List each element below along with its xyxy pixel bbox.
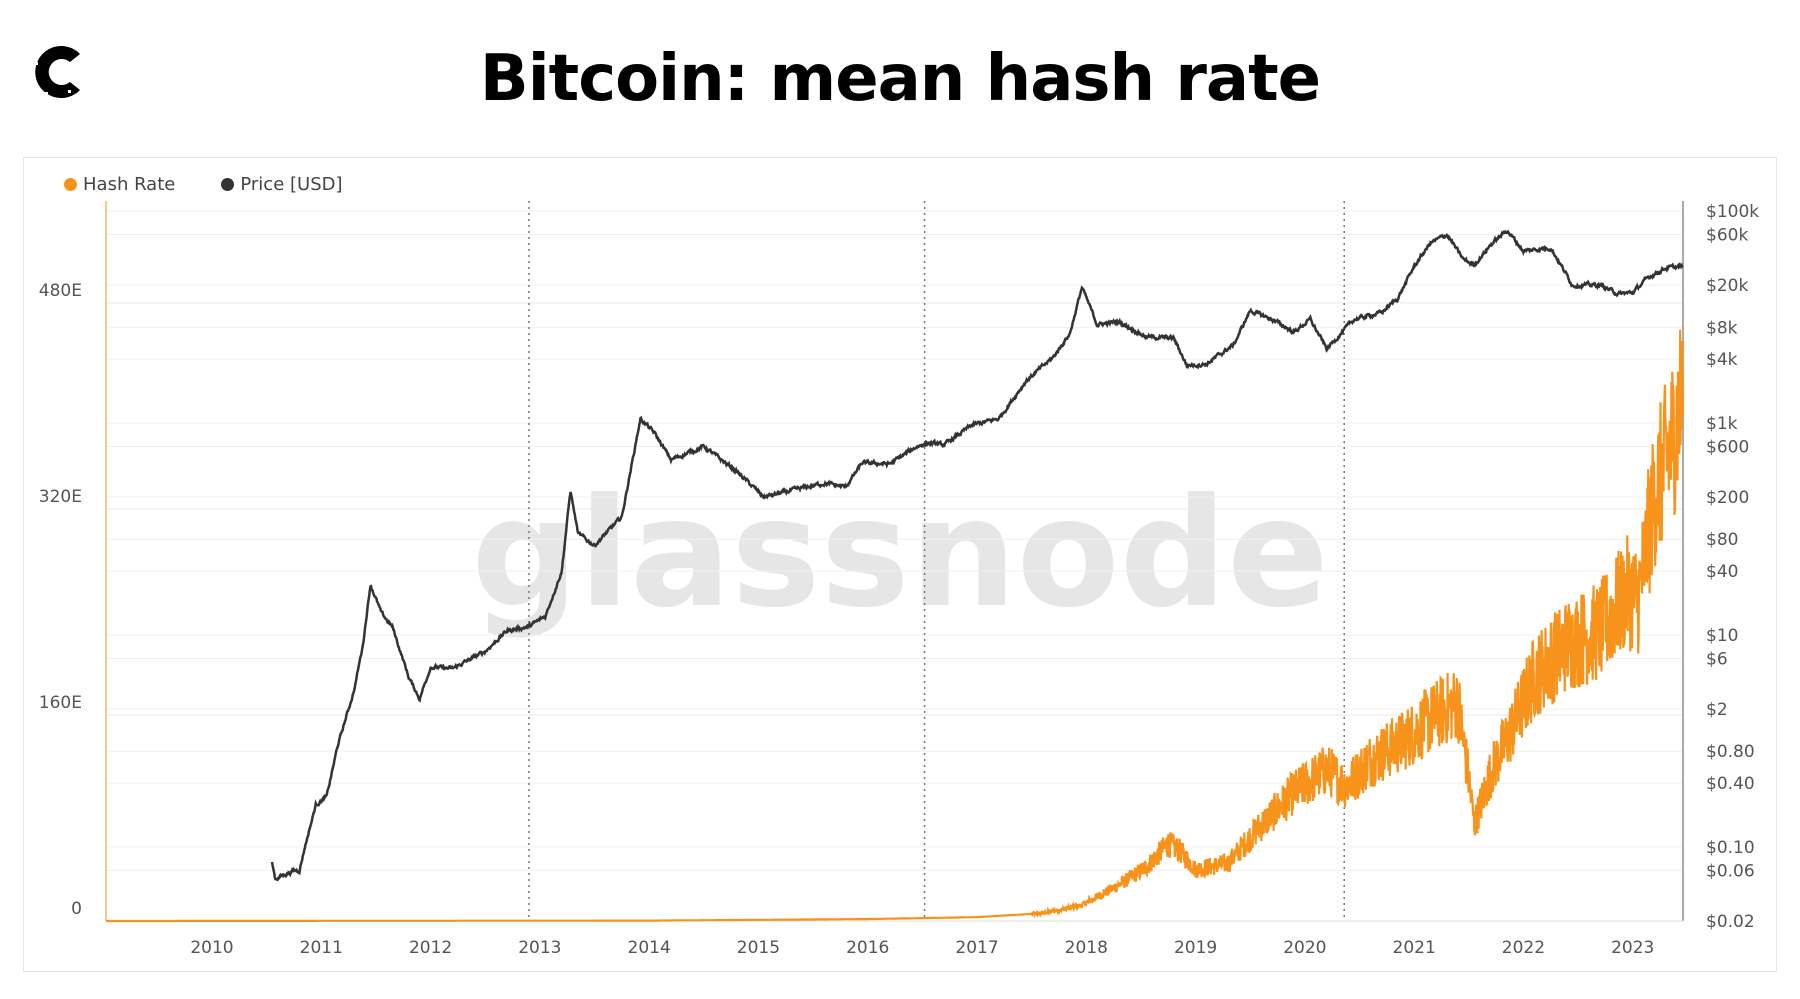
y-right-tick-label: $600 — [1706, 437, 1749, 457]
x-tick-label: 2018 — [1065, 938, 1108, 958]
page-title: Bitcoin: mean hash rate — [479, 42, 1321, 116]
y-right-tick-label: $1k — [1706, 414, 1738, 434]
y-right-tick-label: $0.06 — [1706, 861, 1755, 881]
legend-item-price[interactable]: Price [USD] — [221, 174, 343, 195]
x-tick-label: 2022 — [1502, 938, 1545, 958]
y-right-tick-label: $8k — [1706, 318, 1738, 338]
y-right-tick-label: $4k — [1706, 350, 1738, 370]
y-left-tick-label: 160E — [39, 693, 82, 713]
y-right-tick-label: $0.80 — [1706, 742, 1755, 762]
hash-rate-dot-icon — [64, 178, 77, 191]
chart-legend: Hash Rate Price [USD] — [64, 174, 343, 195]
y-left-tick-label: 0 — [71, 899, 82, 919]
y-right-tick-label: $200 — [1706, 488, 1749, 508]
x-tick-label: 2013 — [518, 938, 561, 958]
x-tick-label: 2015 — [737, 938, 780, 958]
x-tick-label: 2012 — [409, 938, 452, 958]
x-tick-label: 2023 — [1611, 938, 1654, 958]
y-right-tick-label: $10 — [1706, 626, 1738, 646]
x-tick-label: 2017 — [955, 938, 998, 958]
logo-icon — [35, 46, 80, 98]
price-dot-icon — [221, 178, 235, 191]
chart-panel — [23, 157, 1777, 972]
watermark: glassnode — [471, 467, 1329, 641]
price-line — [270, 229, 1684, 882]
y-right-tick-label: $2 — [1706, 700, 1728, 720]
legend-label: Hash Rate — [83, 174, 176, 195]
y-left-tick-label: 320E — [39, 487, 82, 507]
y-right-tick-label: $0.10 — [1706, 838, 1755, 858]
y-right-tick-label: $80 — [1706, 530, 1738, 550]
hash-rate-line — [106, 329, 1684, 923]
y-right-tick-label: $20k — [1706, 276, 1748, 296]
y-right-tick-label: $40 — [1706, 562, 1738, 582]
x-tick-label: 2011 — [300, 938, 343, 958]
y-left-tick-label: 480E — [39, 281, 82, 301]
y-right-tick-label: $60k — [1706, 226, 1748, 246]
legend-label: Price [USD] — [240, 174, 343, 195]
y-right-tick-label: $6 — [1706, 649, 1728, 669]
legend-item-hash-rate[interactable]: Hash Rate — [64, 174, 175, 195]
x-tick-label: 2020 — [1283, 938, 1326, 958]
x-tick-label: 2021 — [1393, 938, 1436, 958]
x-tick-label: 2019 — [1174, 938, 1217, 958]
x-tick-label: 2010 — [190, 938, 233, 958]
y-right-tick-label: $0.40 — [1706, 774, 1755, 794]
x-tick-label: 2016 — [846, 938, 889, 958]
y-right-tick-label: $100k — [1706, 202, 1759, 222]
y-right-tick-label: $0.02 — [1706, 912, 1755, 932]
x-tick-label: 2014 — [628, 938, 671, 958]
